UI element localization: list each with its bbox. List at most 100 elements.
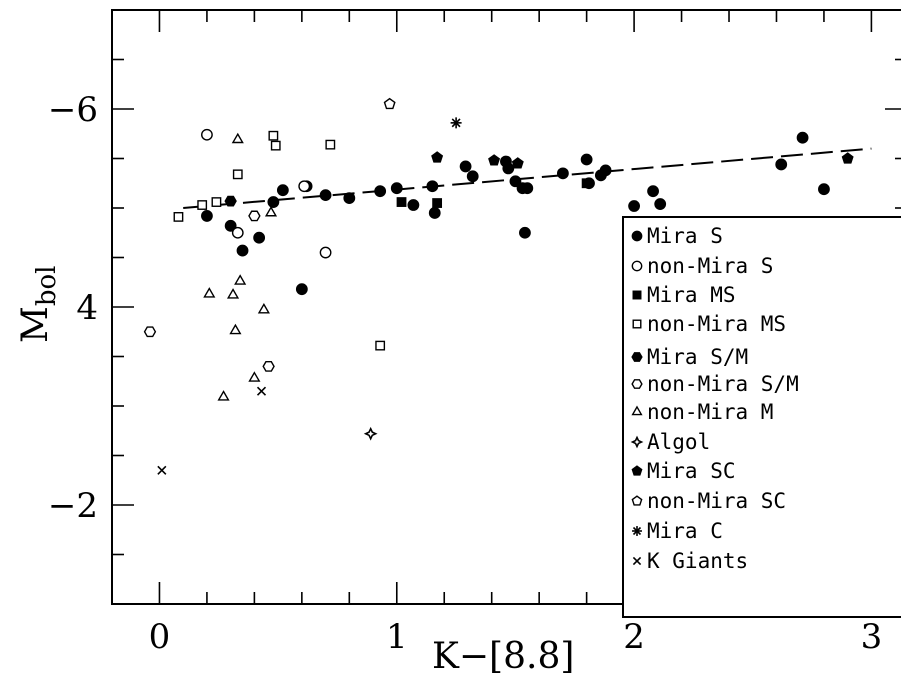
data-point xyxy=(343,192,356,205)
data-point xyxy=(581,178,592,189)
y-tick-label: −2 xyxy=(48,486,98,526)
legend-label: non-Mira SC xyxy=(647,489,786,513)
data-points xyxy=(143,97,854,475)
data-point xyxy=(276,184,289,197)
data-point xyxy=(375,340,386,351)
data-point xyxy=(580,153,593,166)
legend-label: non-Mira S xyxy=(647,254,773,278)
x-tick-label: 0 xyxy=(149,617,171,657)
legend-label: Mira SC xyxy=(647,459,736,483)
data-point xyxy=(325,139,336,150)
data-point xyxy=(432,198,443,208)
data-point xyxy=(143,326,157,338)
data-point xyxy=(841,152,854,164)
x-tick-label: 1 xyxy=(386,617,408,657)
data-point xyxy=(268,130,279,141)
legend-label: non-Mira M xyxy=(647,400,773,424)
data-point xyxy=(428,207,441,219)
data-point xyxy=(319,189,332,202)
legend: Mira S non-Mira S Mira MS non-Mira MS Mira S… xyxy=(622,216,901,618)
data-point xyxy=(363,426,378,441)
data-point xyxy=(236,244,249,257)
data-point xyxy=(396,197,407,207)
legend-marker xyxy=(632,290,642,300)
legend-label: non-Mira S/M xyxy=(647,372,799,396)
y-axis-title-subscript: bol xyxy=(32,266,62,307)
data-point xyxy=(226,288,240,299)
data-point xyxy=(157,465,167,475)
data-point xyxy=(201,128,213,141)
data-point xyxy=(248,210,261,222)
data-point xyxy=(628,200,640,212)
legend-marker xyxy=(631,379,643,389)
data-point xyxy=(217,390,230,401)
y-axis-title-main: M xyxy=(15,306,56,343)
data-point xyxy=(231,132,244,144)
legend-marker xyxy=(632,319,642,329)
data-point xyxy=(502,162,515,175)
data-point xyxy=(466,170,479,183)
legend-marker xyxy=(631,465,643,476)
data-point xyxy=(647,185,659,198)
legend-marker xyxy=(632,556,642,566)
data-point xyxy=(319,246,332,259)
legend-label: Mira C xyxy=(647,519,723,543)
data-point xyxy=(295,283,308,296)
data-point xyxy=(374,185,387,198)
legend-label: Mira S xyxy=(647,224,723,248)
data-point xyxy=(459,160,472,173)
data-point xyxy=(248,371,261,382)
legend-marker xyxy=(631,230,643,242)
data-point xyxy=(654,198,667,210)
data-point xyxy=(509,175,522,188)
data-point xyxy=(201,210,213,222)
data-point xyxy=(450,117,462,129)
data-point xyxy=(488,154,501,166)
fit-line xyxy=(183,147,872,209)
data-point xyxy=(256,386,267,396)
legend-marker xyxy=(632,526,642,536)
data-point xyxy=(390,182,403,195)
y-tick-label: 4 xyxy=(76,288,98,328)
data-point xyxy=(519,226,531,239)
data-point xyxy=(197,200,208,210)
data-point xyxy=(264,205,278,217)
data-point xyxy=(224,219,237,232)
legend-label: Mira MS xyxy=(647,283,736,307)
y-axis-title: Mbol xyxy=(15,266,62,344)
x-tick-label: 2 xyxy=(623,617,645,657)
legend-label: non-Mira MS xyxy=(647,312,786,336)
data-point xyxy=(211,197,222,207)
legend-marker xyxy=(631,405,643,416)
data-point xyxy=(796,131,809,144)
data-point xyxy=(556,167,569,180)
data-point xyxy=(270,140,281,151)
data-point xyxy=(232,169,243,180)
x-tick-label: 3 xyxy=(861,617,883,657)
data-point xyxy=(775,158,788,171)
data-point xyxy=(818,183,830,196)
data-point xyxy=(262,361,275,372)
legend-marker xyxy=(631,260,643,272)
data-point xyxy=(521,182,534,195)
data-point xyxy=(407,199,420,211)
legend-marker xyxy=(631,352,643,362)
data-point xyxy=(173,212,184,222)
data-point xyxy=(224,195,237,207)
tick-labels: 0 1 2 3 −6 4 −2 xyxy=(48,90,882,657)
legend-label: Mira S/M xyxy=(647,345,748,369)
data-point xyxy=(267,196,280,208)
data-point xyxy=(383,97,396,110)
data-point xyxy=(298,180,311,193)
data-point xyxy=(253,231,266,244)
data-point xyxy=(431,151,444,163)
y-tick-label: −6 xyxy=(48,90,98,130)
data-point xyxy=(257,302,270,314)
data-point xyxy=(426,180,439,193)
legend-marker xyxy=(631,495,643,506)
data-point xyxy=(599,164,612,177)
legend-label: K Giants xyxy=(647,549,748,573)
x-axis-title: K−[8.8] xyxy=(432,636,574,677)
data-point xyxy=(511,157,524,169)
